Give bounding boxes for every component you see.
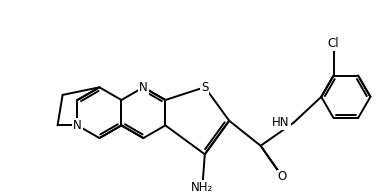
Text: HN: HN xyxy=(272,116,289,129)
Text: Cl: Cl xyxy=(328,37,340,50)
Text: N: N xyxy=(139,81,148,94)
Text: NH₂: NH₂ xyxy=(191,181,213,194)
Text: N: N xyxy=(73,119,82,132)
Text: S: S xyxy=(201,81,208,94)
Text: O: O xyxy=(278,170,287,183)
